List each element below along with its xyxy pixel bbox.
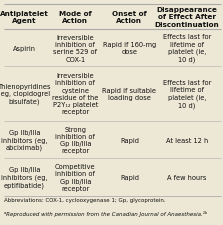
Text: Onset of
Action: Onset of Action bbox=[112, 11, 147, 24]
Text: Irreversible
inhibition of
serine 529 of
COX-1: Irreversible inhibition of serine 529 of… bbox=[53, 35, 97, 62]
Text: Aspirin: Aspirin bbox=[13, 45, 36, 51]
Text: Abbreviations: COX-1, cyclooxygenase 1; Gp, glycoprotein.: Abbreviations: COX-1, cyclooxygenase 1; … bbox=[4, 197, 166, 202]
Text: Disappearance
of Effect After
Discontinuation: Disappearance of Effect After Discontinu… bbox=[154, 7, 219, 28]
Text: Competitive
inhibition of
Gp IIb/IIIa
receptor: Competitive inhibition of Gp IIb/IIIa re… bbox=[55, 163, 96, 191]
Text: Gp IIb/IIIa
inhibitors (eg,
abciximab): Gp IIb/IIIa inhibitors (eg, abciximab) bbox=[1, 129, 48, 151]
Text: Effects last for
lifetime of
platelet (ie,
10 d): Effects last for lifetime of platelet (i… bbox=[163, 80, 211, 108]
Text: Rapid: Rapid bbox=[120, 174, 139, 180]
Text: Strong
inhibition of
Gp IIb/IIIa
receptor: Strong inhibition of Gp IIb/IIIa recepto… bbox=[55, 126, 95, 154]
Text: Mode of
Action: Mode of Action bbox=[59, 11, 92, 24]
Text: Effects last for
lifetime of
platelet (ie,
10 d): Effects last for lifetime of platelet (i… bbox=[163, 34, 211, 63]
Text: At least 12 h: At least 12 h bbox=[165, 137, 208, 143]
Text: A few hours: A few hours bbox=[167, 174, 206, 180]
Text: Rapid: Rapid bbox=[120, 137, 139, 143]
Text: Rapid if suitable
loading dose: Rapid if suitable loading dose bbox=[102, 87, 156, 101]
Text: Antiplatelet
Agent: Antiplatelet Agent bbox=[0, 11, 49, 24]
Text: Irreversible
inhibition of
cysteine
residue of the
P2Y₁₂ platelet
receptor: Irreversible inhibition of cysteine resi… bbox=[52, 73, 99, 115]
Text: ᵃReproduced with permission from the Canadian Journal of Anaesthesia.¹ᵇ: ᵃReproduced with permission from the Can… bbox=[4, 210, 208, 216]
Text: Rapid if 160-mg
dose: Rapid if 160-mg dose bbox=[103, 42, 156, 55]
Text: Thienopyridines
(eg, clopidogrel
bisulfate): Thienopyridines (eg, clopidogrel bisulfa… bbox=[0, 83, 51, 105]
Text: Gp IIb/IIIa
inhibitors (eg,
eptifibatide): Gp IIb/IIIa inhibitors (eg, eptifibatide… bbox=[1, 166, 48, 188]
